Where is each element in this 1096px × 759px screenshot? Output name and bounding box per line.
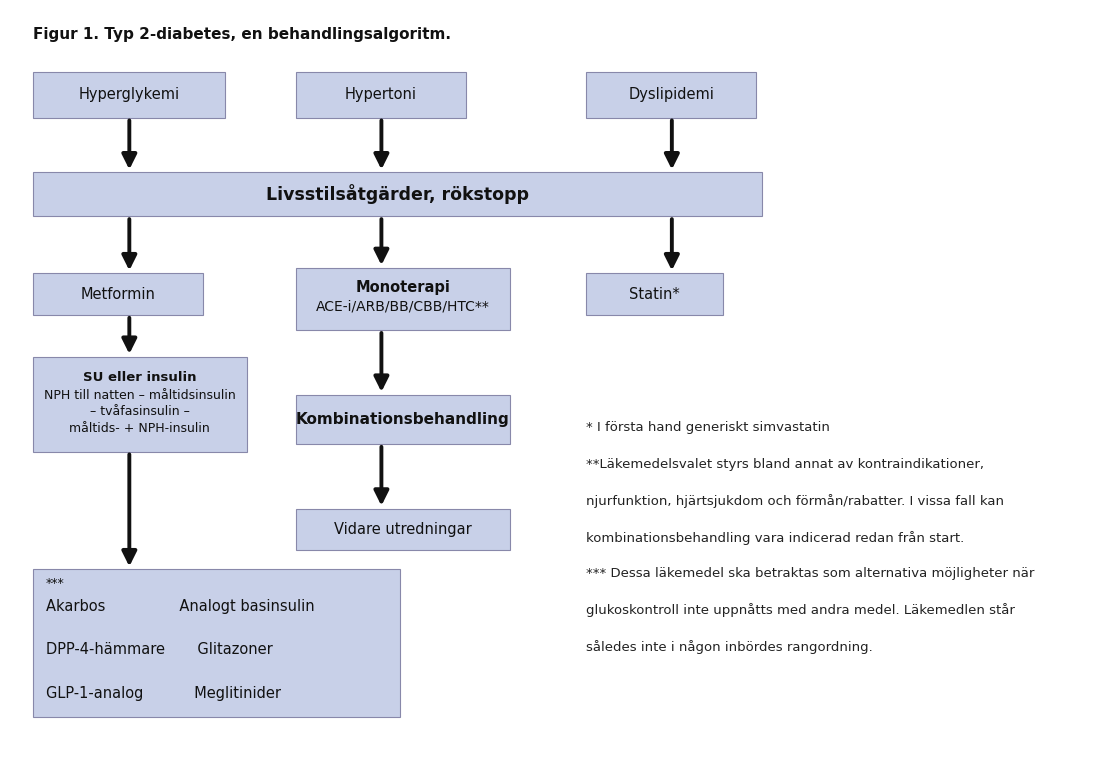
Text: Hyperglykemi: Hyperglykemi (78, 87, 180, 102)
Text: Metformin: Metformin (80, 287, 156, 301)
FancyBboxPatch shape (33, 273, 203, 315)
Text: njurfunktion, hjärtsjukdom och förmån/rabatter. I vissa fall kan: njurfunktion, hjärtsjukdom och förmån/ra… (586, 494, 1004, 508)
Text: Vidare utredningar: Vidare utredningar (334, 522, 471, 537)
FancyBboxPatch shape (586, 273, 723, 315)
Text: **Läkemedelsvalet styrs bland annat av kontraindikationer,: **Läkemedelsvalet styrs bland annat av k… (586, 458, 984, 471)
Text: * I första hand generiskt simvastatin: * I första hand generiskt simvastatin (586, 421, 831, 434)
Text: Figur 1. Typ 2-diabetes, en behandlingsalgoritm.: Figur 1. Typ 2-diabetes, en behandlingsa… (33, 27, 450, 42)
Text: Hypertoni: Hypertoni (345, 87, 416, 102)
Text: Akarbos                Analogt basinsulin: Akarbos Analogt basinsulin (46, 599, 315, 614)
Text: DPP-4-hämmare       Glitazoner: DPP-4-hämmare Glitazoner (46, 642, 273, 657)
Text: NPH till natten – måltidsinsulin
– tvåfasinsulin –
måltids- + NPH-insulin: NPH till natten – måltidsinsulin – tvåfa… (44, 389, 236, 435)
Text: Dyslipidemi: Dyslipidemi (628, 87, 715, 102)
Text: Statin*: Statin* (629, 287, 681, 301)
FancyBboxPatch shape (296, 72, 466, 118)
FancyBboxPatch shape (33, 357, 247, 452)
Text: SU eller insulin: SU eller insulin (83, 371, 196, 384)
Text: Monoterapi: Monoterapi (355, 280, 450, 295)
Text: ACE-i/ARB/BB/CBB/HTC**: ACE-i/ARB/BB/CBB/HTC** (316, 300, 490, 314)
Text: kombinationsbehandling vara indicerad redan från start.: kombinationsbehandling vara indicerad re… (586, 531, 964, 544)
FancyBboxPatch shape (296, 268, 510, 330)
FancyBboxPatch shape (33, 72, 225, 118)
Text: glukoskontroll inte uppnåtts med andra medel. Läkemedlen står: glukoskontroll inte uppnåtts med andra m… (586, 603, 1015, 617)
Text: *** Dessa läkemedel ska betraktas som alternativa möjligheter när: *** Dessa läkemedel ska betraktas som al… (586, 567, 1035, 580)
FancyBboxPatch shape (33, 569, 400, 717)
Text: Livsstilsåtgärder, rökstopp: Livsstilsåtgärder, rökstopp (266, 184, 528, 204)
FancyBboxPatch shape (586, 72, 756, 118)
FancyBboxPatch shape (33, 172, 762, 216)
FancyBboxPatch shape (296, 509, 510, 550)
FancyBboxPatch shape (296, 395, 510, 444)
Text: Kombinationsbehandling: Kombinationsbehandling (296, 412, 510, 427)
Text: ***: *** (46, 577, 65, 590)
Text: GLP-1-analog           Meglitinider: GLP-1-analog Meglitinider (46, 686, 281, 701)
Text: således inte i någon inbördes rangordning.: således inte i någon inbördes rangordnin… (586, 640, 874, 653)
